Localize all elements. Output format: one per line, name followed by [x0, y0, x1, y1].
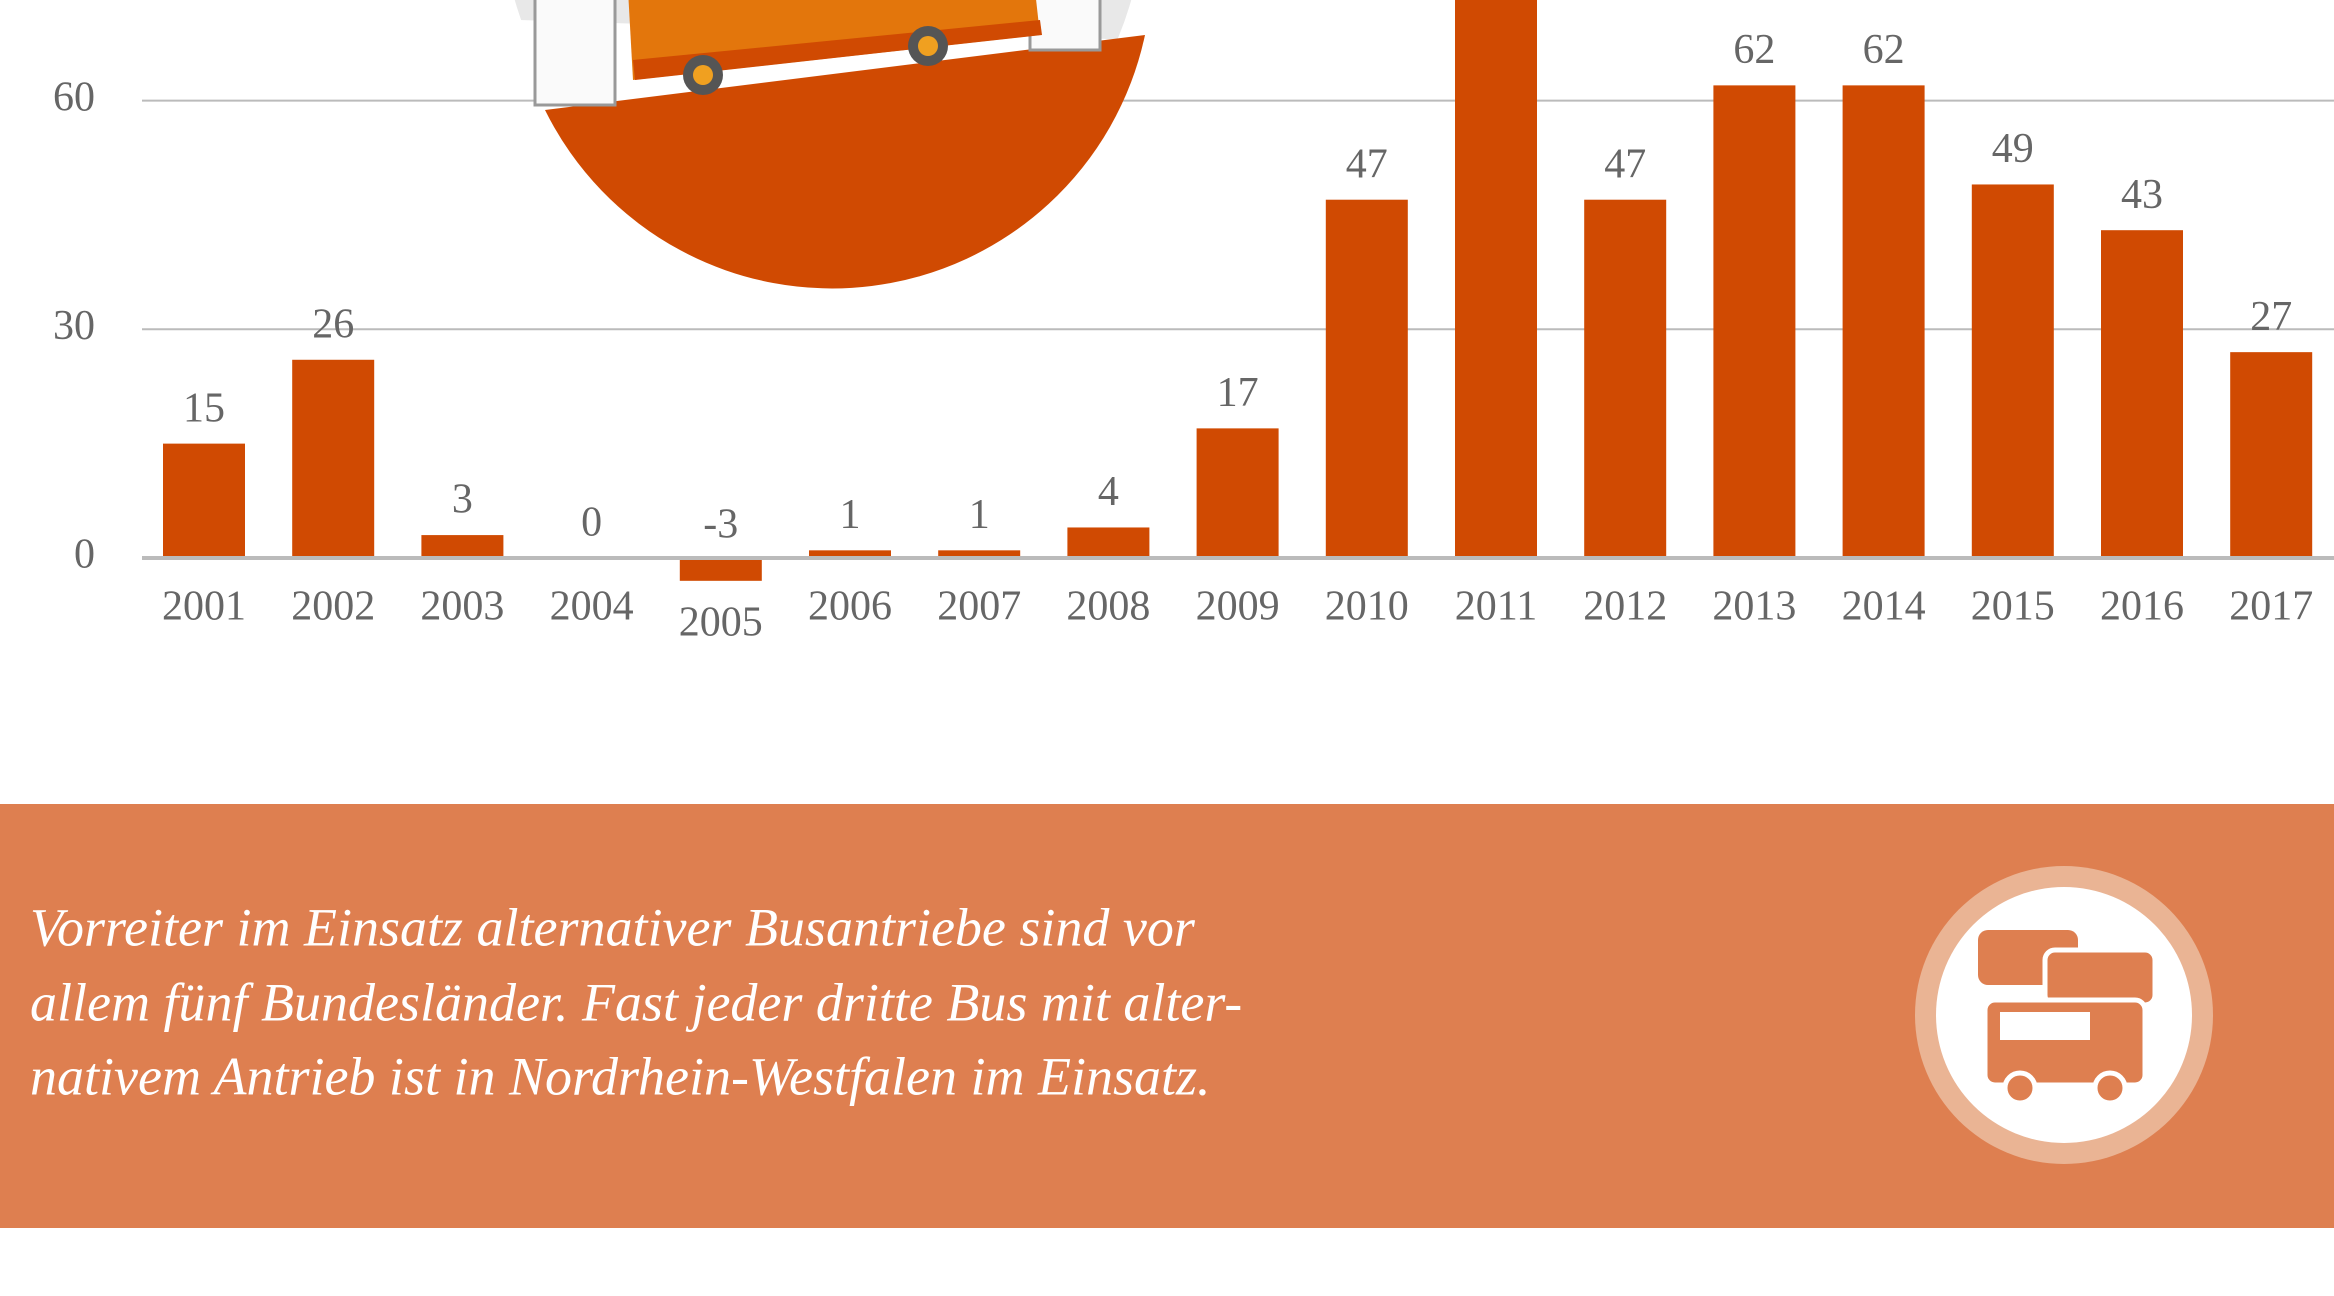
value-label: 47 [1346, 141, 1388, 187]
bar [1067, 527, 1150, 558]
x-tick-label: 2009 [1196, 584, 1280, 630]
y-tick-label: 60 [53, 74, 95, 120]
value-label: 49 [1992, 126, 2034, 172]
bar [1196, 428, 1279, 558]
x-tick-label: 2015 [1971, 584, 2055, 630]
illustration [504, 0, 1145, 289]
value-label: 43 [2121, 172, 2163, 218]
x-tick-label: 2001 [162, 584, 246, 630]
value-label: 47 [1604, 141, 1646, 187]
bar [809, 550, 891, 558]
value-label: 4 [1098, 469, 1119, 515]
value-label: 3 [452, 477, 473, 523]
x-tick-label: 2010 [1325, 584, 1409, 630]
bar [1713, 85, 1796, 558]
value-label: 1 [840, 492, 861, 538]
bar [421, 535, 504, 558]
x-tick-label: 2006 [808, 584, 892, 630]
x-tick-label: 2005 [679, 599, 763, 645]
caption-line: allem fünf Bundesländer. Fast jeder drit… [30, 972, 1242, 1032]
bar [1325, 199, 1408, 558]
value-label: -3 [703, 502, 738, 548]
x-tick-label: 2002 [291, 584, 375, 630]
bar [1584, 199, 1667, 558]
x-tick-label: 2016 [2100, 584, 2184, 630]
value-label: 15 [183, 385, 225, 431]
bar [1971, 184, 2054, 558]
value-label: 62 [1733, 27, 1775, 73]
bus-icon [1915, 866, 2213, 1164]
x-tick-label: 2011 [1455, 584, 1537, 630]
x-tick-label: 2012 [1583, 584, 1667, 630]
bar [2230, 352, 2313, 558]
bar [2101, 230, 2183, 558]
y-tick-label: 30 [53, 303, 95, 349]
bar [679, 557, 762, 581]
x-tick-label: 2003 [420, 584, 504, 630]
x-tick-label: 2004 [550, 584, 634, 630]
x-tick-label: 2013 [1712, 584, 1796, 630]
value-label: 62 [1863, 27, 1905, 73]
x-tick-label: 2017 [2229, 584, 2313, 630]
caption-line: nativem Antrieb ist in Nordrhein-Westfal… [30, 1046, 1211, 1106]
chart: 0 30 60 15 2001 26 2002 3 2003 0 2004 -3 2005 1 2006 1 2… [53, 0, 2334, 645]
value-label: 0 [581, 500, 602, 546]
value-label: 17 [1217, 370, 1259, 416]
x-tick-label: 2008 [1066, 584, 1150, 630]
bar [1842, 85, 1925, 558]
bar [163, 443, 245, 558]
bar [938, 550, 1021, 558]
bar [292, 359, 375, 558]
y-tick-label: 0 [74, 532, 95, 578]
value-label: 27 [2250, 294, 2292, 340]
value-label: 26 [312, 301, 354, 347]
x-tick-label: 2014 [1842, 584, 1926, 630]
caption-line: Vorreiter im Einsatz alternativer Busant… [30, 897, 1196, 957]
value-label: 1 [969, 492, 990, 538]
bar [1455, 0, 1537, 558]
x-tick-label: 2007 [937, 584, 1021, 630]
